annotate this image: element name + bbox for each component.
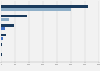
Bar	[1, 53, 2, 56]
Bar	[1, 18, 9, 21]
Bar	[1, 34, 6, 36]
Bar	[1, 5, 88, 8]
Bar	[1, 8, 71, 11]
Bar	[1, 27, 5, 30]
Bar	[1, 24, 14, 27]
Bar	[1, 15, 27, 17]
Bar	[1, 43, 2, 46]
Bar	[1, 37, 3, 40]
